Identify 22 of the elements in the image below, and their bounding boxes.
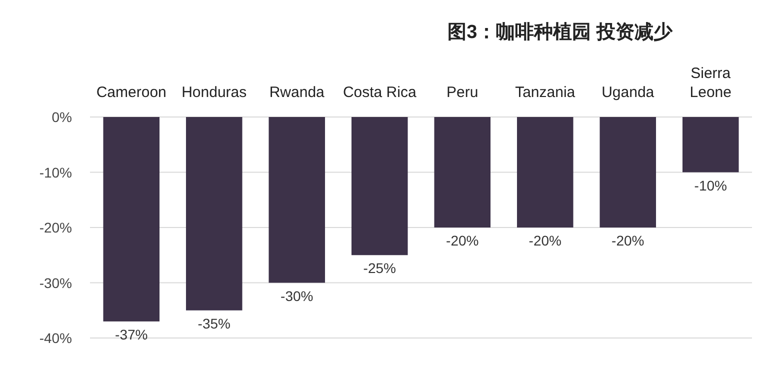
chart-title: 图3：咖啡种植园 投资减少 (448, 21, 674, 43)
x-tick-label: Cameroon (96, 84, 166, 101)
data-label: -10% (694, 177, 727, 194)
x-tick-label: Tanzania (515, 84, 576, 101)
y-tick-label: -40% (39, 330, 72, 346)
y-tick-label: -30% (39, 274, 72, 291)
data-label: -20% (528, 232, 562, 248)
y-tick-label: -10% (39, 164, 72, 180)
data-label: -20% (446, 232, 479, 248)
x-tick-label: Peru (446, 84, 478, 101)
x-tick-label: Uganda (602, 84, 655, 101)
data-label: -20% (612, 232, 644, 248)
data-label: -35% (198, 315, 230, 332)
data-label: -30% (280, 288, 314, 304)
x-tick-label: Costa Rica (342, 84, 417, 101)
x-tick-label: Honduras (182, 84, 247, 101)
x-tick-label: Sierra Leone (690, 65, 732, 101)
y-tick-label: -20% (39, 220, 72, 236)
data-label: -37% (115, 326, 148, 342)
data-label: -25% (363, 260, 396, 276)
x-tick-label: Rwanda (269, 84, 326, 101)
y-tick-label: 0% (52, 109, 72, 125)
